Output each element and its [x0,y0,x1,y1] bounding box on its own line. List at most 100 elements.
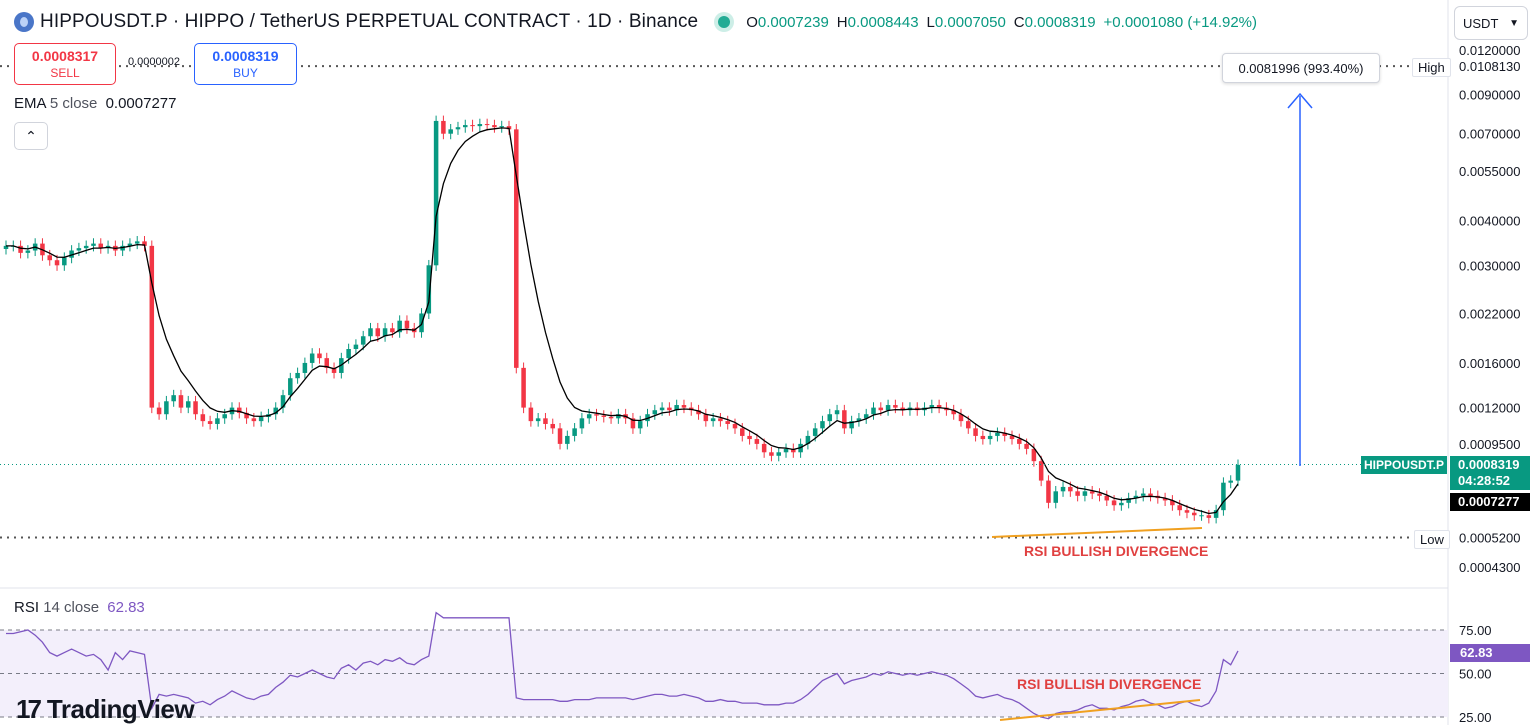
market-status-icon[interactable] [718,16,731,28]
candle-body [324,358,330,368]
candle-body [565,435,570,444]
price-tick-label: 0.0070000 [1459,127,1520,142]
candle-body [893,405,898,408]
candle-body [725,421,730,424]
candle-body [368,328,373,337]
candle-body [987,435,993,440]
candle-body [1199,515,1204,517]
countdown-value: 04:28:52 [1458,473,1511,488]
candle-body [492,125,497,128]
candle-body [1024,443,1029,449]
tradingview-mark-icon: 17 [16,694,42,724]
change-value: +0.0001080 (+14.92%) [1103,13,1258,31]
candle-body [3,245,9,250]
rsi-params: 14 close [43,599,100,616]
sell-button[interactable]: 0.0008317 SELL [14,43,116,85]
symbol-title[interactable]: HIPPOUSDT.P · HIPPO / TetherUS PERPETUAL… [40,11,699,32]
candle-body [244,412,249,419]
candle-body [185,401,191,408]
candle-body [674,405,679,411]
candle-body [856,418,862,422]
candle-body [200,414,206,422]
candle-body [280,395,286,408]
candle-body [215,418,220,424]
candle-body [667,407,672,411]
rsi-legend[interactable]: RSI 14 close 62.83 [14,599,145,616]
candle-body [404,320,410,329]
candle-body [718,418,723,422]
candle-body [966,421,971,429]
currency-select[interactable]: USDT ▼ [1454,6,1528,40]
candle-body [769,452,774,456]
hippo-symbol-icon[interactable] [14,12,34,32]
candle-body [1068,486,1073,492]
candle-body [747,435,752,440]
candle-body [696,410,701,415]
ema-legend[interactable]: EMA 5 close 0.0007277 [14,95,176,112]
candle-body [1009,435,1015,440]
open-key: O [746,13,758,31]
candle-body [812,428,818,436]
candle-body [951,410,956,415]
candle-body [601,415,607,417]
candle-body [754,439,760,444]
tradingview-logo[interactable]: 17 TradingView [16,694,195,725]
candle-body [1148,493,1153,496]
price-tick-label: 0.0090000 [1459,88,1520,103]
rsi-legend-value: 62.83 [107,599,145,616]
ema-line [6,127,1239,515]
candle-body [47,255,52,261]
candle-body [156,407,162,415]
candle-body [900,407,905,411]
candle-body [193,401,198,415]
candle-body [295,372,300,379]
candle-body [820,421,825,429]
candle-body [703,414,709,422]
candle-body [441,120,446,134]
candle-body [535,418,541,422]
measure-label[interactable]: 0.0081996 (993.40%) [1222,53,1380,83]
candle-body [1038,461,1044,481]
candle-body [18,245,23,253]
candle-body [681,405,687,408]
candle-body [1111,500,1117,506]
candle-body [25,250,31,253]
candle-body [149,245,155,408]
candle-body [1126,498,1131,503]
candle-body [783,448,789,453]
candle-body [929,405,935,408]
candle-body [120,245,125,251]
candle-body [390,328,395,333]
candle-body [127,243,133,246]
candle-body [91,243,96,246]
collapse-legend-button[interactable]: ⌃ [14,122,48,150]
candle-body [506,126,512,130]
candle-body [484,124,490,126]
candle-body [1002,432,1007,436]
candle-body [98,243,104,249]
candle-body [885,405,891,411]
candle-body [980,435,986,440]
candle-body [878,407,884,411]
candle-body [1177,505,1182,511]
rsi-value-tag: 62.83 [1450,644,1530,662]
candle-body [1031,448,1037,462]
candle-body [1213,510,1219,518]
candle-body [637,421,643,429]
candle-body [317,353,322,359]
low-key: L [926,13,935,31]
ema-price-tag: 0.0007277 [1450,493,1530,511]
candle-body [995,432,1000,436]
chart-header: HIPPOUSDT.P · HIPPO / TetherUS PERPETUAL… [0,0,1450,44]
candle-body [1221,482,1226,511]
candle-body [1162,498,1168,501]
candle-body [740,428,745,436]
candle-body [470,125,475,127]
candle-body [62,257,67,266]
candle-body [142,241,147,246]
rsi-tick-label: 50.00 [1459,667,1492,682]
candle-body [1097,493,1102,496]
candle-body [302,362,308,373]
buy-button[interactable]: 0.0008319 BUY [194,43,297,85]
